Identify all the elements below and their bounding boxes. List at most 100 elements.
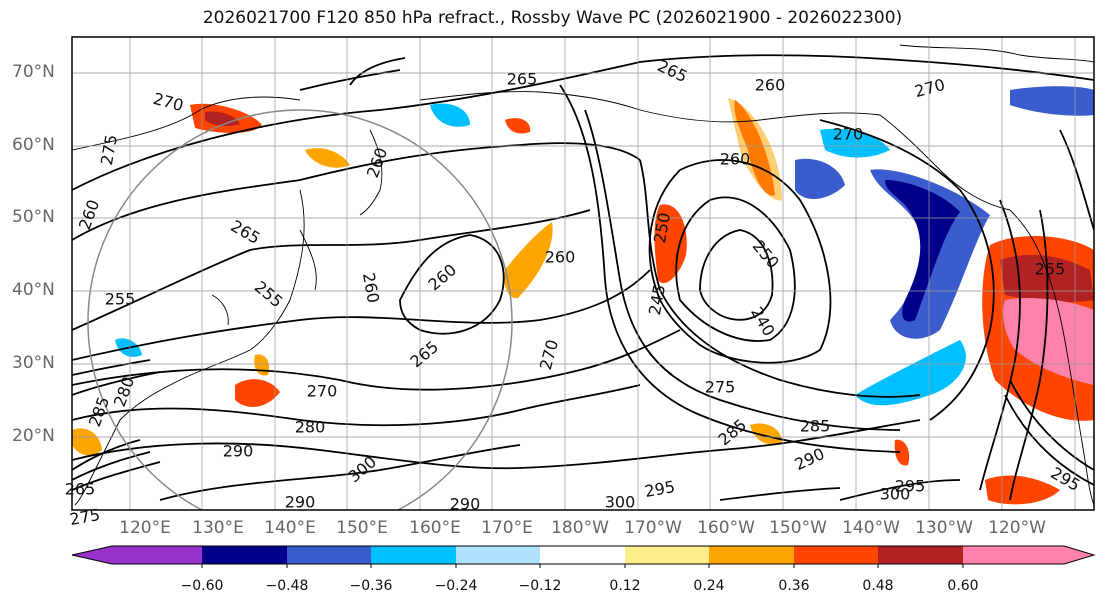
contour-label: 255 [105,290,136,309]
anomaly-alaska-blue [795,158,845,200]
contour-label: 240 [747,304,779,340]
contour-label: 270 [151,89,185,115]
contour-label: 245 [645,283,669,316]
contour-label: 275 [705,378,736,397]
anomaly-kamchatka-orange [305,148,350,168]
contour-label: 300 [605,493,636,512]
longitude-tick-label: 130°E [192,518,244,538]
anomaly-alaska-cyan [820,128,890,158]
contour-label: 275 [68,505,101,529]
contour-label: 260 [755,76,786,95]
colorbar-segment [540,546,625,564]
contour-label: 290 [285,493,316,512]
colorbar-segment [287,546,371,564]
colorbar-tick-label: −0.48 [265,578,309,594]
anomaly-fill-regions [72,86,1094,505]
contour-label: 260 [720,150,751,169]
latitude-tick-label: 30°N [12,353,55,373]
contour-label: 300 [880,485,911,504]
contour-label: 255 [1035,260,1066,279]
longitude-tick-label: 150°E [336,518,388,538]
latitude-tick-label: 40°N [12,280,55,300]
longitude-tick-label: 160°E [409,518,461,538]
anomaly-japan-orange-1 [235,379,280,407]
contour-label: 285 [800,417,831,436]
anomaly-hawaii-orange [750,423,782,445]
longitude-tick-label: 120°W [988,518,1046,538]
contour-label: 270 [536,338,562,372]
colorbar-tick-label: −0.60 [180,578,224,594]
anomaly-mexico-orange [985,475,1060,505]
anomaly-gulf-navy [885,180,960,322]
colorbar-tick-label: 0.24 [693,578,725,594]
contour-label: 270 [307,382,338,401]
longitude-tick-label: 160°W [697,518,755,538]
anomaly-gulf-cyan [855,340,966,406]
longitude-tick-label: 120°E [119,518,171,538]
contour-label: 280 [295,418,326,437]
contour-label: 285 [715,415,751,449]
contour-label: 260 [545,248,576,267]
colorbar-segment [456,546,540,564]
chart-title: 2026021700 F120 850 hPa refract., Rossby… [202,8,903,28]
colorbar-tick-label: 0.12 [609,578,641,594]
longitude-tick-label: 180°W [551,518,609,538]
longitude-tick-label: 140°W [842,518,900,538]
contour-label: 265 [407,337,443,371]
contour-label: 290 [450,495,481,514]
contour-label: 265 [65,480,96,499]
colorbar-segment [709,546,794,564]
contour-label: 290 [792,444,828,474]
contour-label: 265 [228,216,264,248]
contour-label: 270 [913,75,947,101]
colorbar-tick-label: 0.60 [947,578,979,594]
anomaly-central-pacific-orange [654,204,687,284]
great-circle [87,109,513,510]
latitude-tick-label: 50°N [12,207,55,227]
coastlines [72,44,1094,506]
contour-label: 260 [359,271,383,304]
latitude-tick-label: 70°N [12,62,55,82]
anomaly-sw-orange [72,428,102,456]
colorbar [71,545,1096,568]
contour-label: 260 [363,145,391,180]
contour-label: 260 [425,260,461,294]
colorbar-segment [202,546,287,564]
contour-label: 265 [655,56,691,86]
contour-label: 270 [833,125,864,144]
anomaly-alaska-sw-yellow [728,98,782,201]
contour-label: 290 [223,442,254,461]
colorbar-tick-label: −0.24 [434,578,478,594]
anomaly-canada-west-blue [1010,86,1094,116]
colorbar-tick-label: 0.48 [862,578,894,594]
contour-label: 280 [110,374,138,409]
anomaly-japan-orange-2 [254,354,270,376]
colorbar-tick-label: 0.36 [778,578,810,594]
contour-label: 285 [85,394,113,429]
anomaly-midpac-orange [504,222,553,299]
grid-lines [72,37,1094,510]
contour-label: 295 [643,477,676,501]
colorbar-segment [794,546,878,564]
colorbar-segment [371,546,456,564]
anomaly-bering-cyan [430,103,470,127]
colorbar-extend-low [72,546,202,564]
latitude-tick-label: 60°N [12,135,55,155]
longitude-tick-label: 130°W [915,518,973,538]
refractivity-contours [72,54,1094,501]
longitude-tick-label: 170°E [481,518,533,538]
contour-label: 250 [749,237,783,273]
anomaly-subtropic-red [894,439,910,466]
longitude-tick-label: 170°W [624,518,682,538]
colorbar-tick-label: −0.12 [518,578,562,594]
contour-label: 295 [895,477,926,496]
plot-frame [71,36,1095,511]
colorbar-outline [71,545,1096,565]
colorbar-segment [625,546,709,564]
anomaly-midlat-orange [505,118,531,134]
colorbar-extend-high [963,546,1094,564]
anomaly-west-pacific-red [205,111,240,127]
longitude-tick-label: 150°W [769,518,827,538]
anomaly-west-coast-pink [1003,298,1094,385]
